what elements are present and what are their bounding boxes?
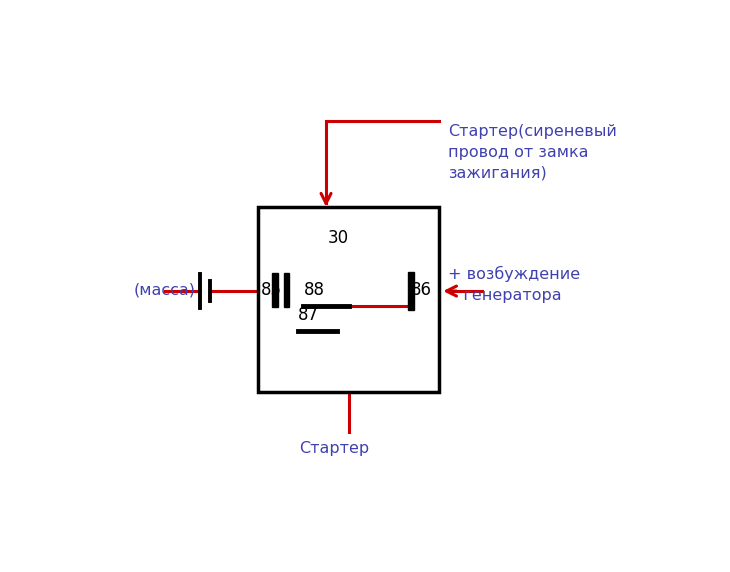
- Text: 85: 85: [261, 281, 282, 299]
- Text: 30: 30: [328, 229, 349, 248]
- Text: Стартер(сиреневый
провод от замка
зажигания): Стартер(сиреневый провод от замка зажига…: [447, 124, 617, 181]
- Text: (масса): (масса): [134, 283, 196, 297]
- Bar: [258, 208, 439, 392]
- Text: 87: 87: [298, 306, 319, 324]
- Bar: [408, 272, 414, 310]
- Text: 88: 88: [304, 280, 324, 299]
- Text: + возбуждение
   генератора: + возбуждение генератора: [447, 266, 580, 303]
- Bar: [272, 273, 278, 307]
- Bar: [283, 273, 289, 307]
- Text: Стартер: Стартер: [299, 441, 369, 456]
- Text: 86: 86: [411, 281, 432, 299]
